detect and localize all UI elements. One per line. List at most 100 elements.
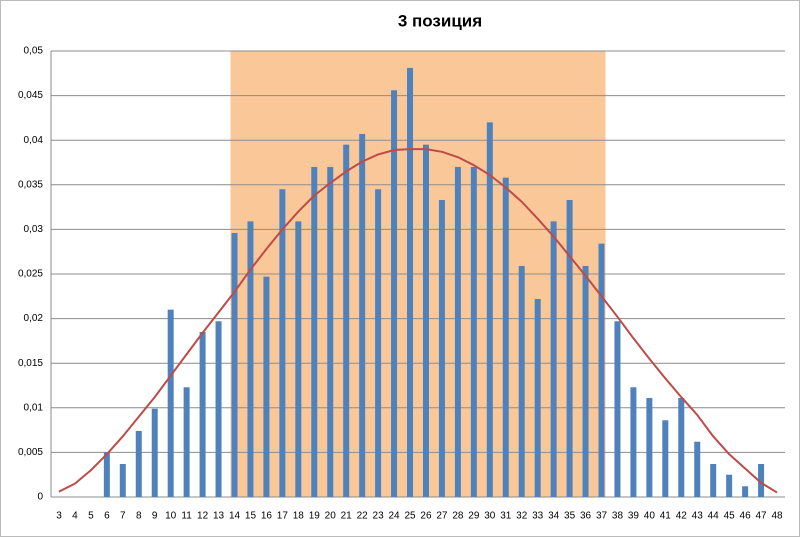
x-tick-label: 12 bbox=[197, 511, 209, 522]
bar bbox=[231, 232, 238, 497]
bar bbox=[391, 90, 398, 498]
bar bbox=[726, 474, 733, 497]
bar bbox=[295, 221, 302, 497]
y-tick-label: 0,015 bbox=[18, 358, 43, 369]
bar bbox=[438, 199, 445, 498]
x-tick-label: 37 bbox=[596, 511, 608, 522]
y-tick-label: 0,05 bbox=[24, 46, 44, 57]
x-tick-label: 11 bbox=[181, 511, 192, 522]
bar bbox=[454, 166, 461, 497]
bar bbox=[327, 166, 334, 497]
bar bbox=[359, 133, 366, 497]
y-tick-label: 0,01 bbox=[24, 402, 44, 413]
x-tick-label: 35 bbox=[564, 511, 576, 522]
bar bbox=[646, 397, 653, 497]
x-tick-label: 45 bbox=[724, 511, 736, 522]
x-tick-label: 4 bbox=[72, 511, 78, 522]
x-tick-label: 20 bbox=[325, 511, 337, 522]
x-tick-label: 38 bbox=[612, 511, 624, 522]
y-tick-label: 0,005 bbox=[18, 447, 43, 458]
bar bbox=[407, 67, 414, 497]
x-tick-label: 47 bbox=[756, 511, 768, 522]
x-tick-label: 33 bbox=[532, 511, 544, 522]
y-tick-label: 0,035 bbox=[18, 179, 43, 190]
bar bbox=[151, 408, 158, 497]
x-tick-label: 5 bbox=[88, 511, 94, 522]
bar bbox=[135, 430, 142, 497]
bar bbox=[582, 265, 589, 497]
x-tick-label: 48 bbox=[771, 511, 783, 522]
bar bbox=[758, 463, 765, 497]
y-tick-label: 0,03 bbox=[24, 224, 44, 235]
bar bbox=[598, 243, 605, 497]
bar bbox=[343, 144, 350, 497]
bar bbox=[215, 321, 222, 497]
x-tick-label: 40 bbox=[644, 511, 656, 522]
bar bbox=[119, 463, 126, 497]
y-tick-label: 0,025 bbox=[18, 269, 43, 280]
x-tick-label: 23 bbox=[373, 511, 385, 522]
x-tick-label: 14 bbox=[229, 511, 241, 522]
bar bbox=[678, 397, 685, 497]
x-tick-label: 13 bbox=[213, 511, 225, 522]
x-tick-label: 24 bbox=[389, 511, 401, 522]
bar bbox=[534, 298, 541, 497]
x-tick-label: 21 bbox=[341, 511, 353, 522]
x-tick-label: 8 bbox=[136, 511, 142, 522]
bar bbox=[550, 221, 557, 497]
x-tick-label: 16 bbox=[261, 511, 273, 522]
x-tick-label: 29 bbox=[468, 511, 480, 522]
bar bbox=[710, 463, 717, 497]
x-tick-label: 19 bbox=[309, 511, 321, 522]
x-tick-label: 9 bbox=[152, 511, 158, 522]
x-tick-label: 36 bbox=[580, 511, 592, 522]
x-tick-label: 42 bbox=[676, 511, 688, 522]
x-tick-label: 28 bbox=[452, 511, 464, 522]
y-tick-label: 0,045 bbox=[18, 90, 43, 101]
x-tick-label: 46 bbox=[740, 511, 752, 522]
y-tick-label: 0,02 bbox=[24, 313, 44, 324]
bar bbox=[247, 221, 254, 497]
x-tick-label: 31 bbox=[500, 511, 512, 522]
x-tick-label: 10 bbox=[165, 511, 177, 522]
x-tick-label: 34 bbox=[548, 511, 560, 522]
x-tick-label: 44 bbox=[708, 511, 720, 522]
x-tick-label: 25 bbox=[404, 511, 416, 522]
bar bbox=[103, 452, 110, 497]
x-tick-label: 17 bbox=[277, 511, 289, 522]
y-tick-label: 0 bbox=[37, 492, 43, 503]
bar bbox=[694, 441, 701, 497]
fit-curve bbox=[58, 148, 778, 494]
y-tick-label: 0,04 bbox=[24, 135, 44, 146]
bar bbox=[279, 189, 286, 497]
x-tick-label: 30 bbox=[484, 511, 496, 522]
x-tick-label: 15 bbox=[245, 511, 257, 522]
x-tick-label: 41 bbox=[660, 511, 672, 522]
chart-title: 3 позиция bbox=[398, 11, 482, 30]
bar bbox=[311, 166, 318, 497]
x-tick-label: 3 bbox=[56, 511, 62, 522]
bar bbox=[470, 166, 477, 497]
bar bbox=[742, 486, 749, 497]
bar bbox=[486, 122, 493, 498]
x-tick-label: 32 bbox=[516, 511, 528, 522]
bar bbox=[630, 387, 637, 497]
bar bbox=[662, 420, 669, 497]
x-tick-label: 43 bbox=[692, 511, 704, 522]
x-tick-label: 26 bbox=[420, 511, 432, 522]
x-tick-label: 27 bbox=[436, 511, 448, 522]
bar bbox=[566, 199, 573, 498]
bar bbox=[422, 144, 429, 497]
x-tick-label: 39 bbox=[628, 511, 640, 522]
x-tick-label: 18 bbox=[293, 511, 305, 522]
bar bbox=[183, 387, 190, 497]
bar bbox=[518, 265, 525, 497]
bar bbox=[502, 177, 509, 497]
x-tick-label: 7 bbox=[120, 511, 126, 522]
x-tick-label: 22 bbox=[357, 511, 369, 522]
bar bbox=[167, 309, 174, 497]
bar bbox=[199, 331, 206, 497]
bar bbox=[263, 276, 270, 497]
x-tick-label: 6 bbox=[104, 511, 110, 522]
